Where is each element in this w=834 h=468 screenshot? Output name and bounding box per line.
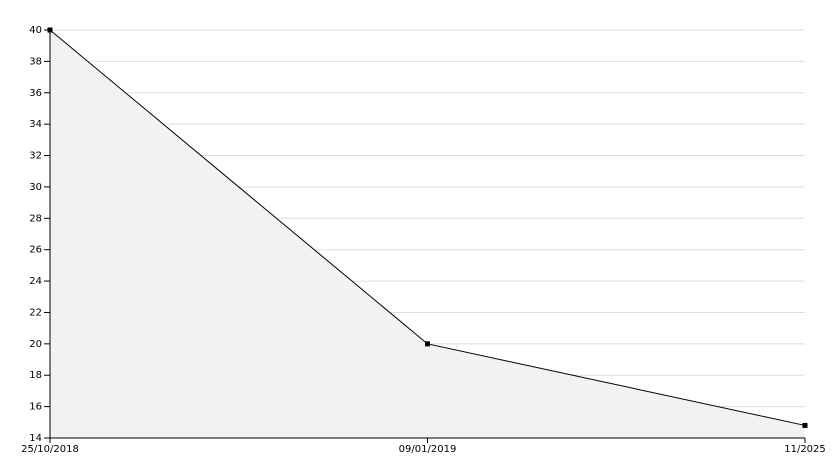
x-tick-label: 09/01/2019 xyxy=(399,444,457,455)
y-tick-label: 30 xyxy=(29,182,42,193)
x-tick-label: 11/2025 xyxy=(784,444,826,455)
y-tick-label: 18 xyxy=(29,370,42,381)
y-tick-label: 38 xyxy=(29,56,42,67)
y-tick-label: 40 xyxy=(29,25,42,36)
y-tick-label: 34 xyxy=(29,119,42,130)
y-tick-label: 26 xyxy=(29,245,42,256)
point xyxy=(802,422,808,428)
area-fill xyxy=(50,30,805,438)
y-tick-label: 22 xyxy=(29,307,42,318)
x-tick-label: 25/10/2018 xyxy=(21,444,79,455)
y-tick-label: 32 xyxy=(29,151,42,162)
y-tick-label: 16 xyxy=(29,402,42,413)
y-tick-label: 20 xyxy=(29,339,42,350)
y-tick-label: 24 xyxy=(29,276,42,287)
y-tick-label: 28 xyxy=(29,213,42,224)
y-tick-label: 36 xyxy=(29,88,42,99)
y-tick-label: 14 xyxy=(29,433,42,444)
point xyxy=(425,341,430,347)
